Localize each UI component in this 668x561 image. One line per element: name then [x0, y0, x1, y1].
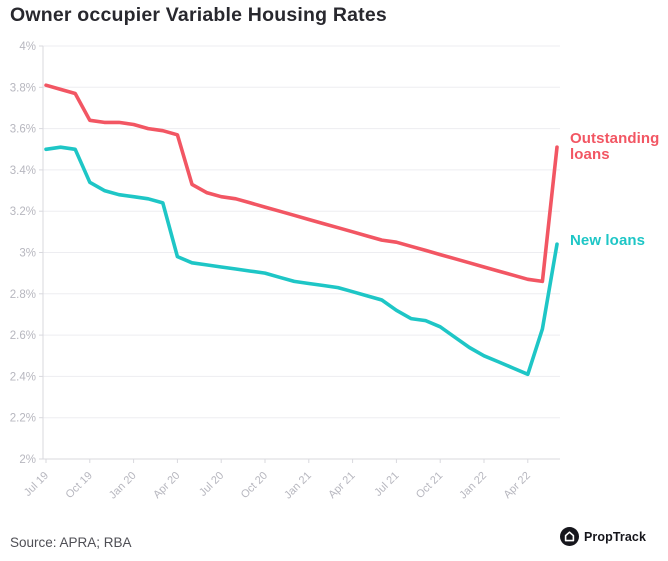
x-axis-label: Apr 20 — [151, 470, 182, 501]
x-axis-label: Jan 21 — [282, 470, 314, 502]
house-icon — [560, 527, 579, 546]
series-line-outstanding-loans — [44, 83, 559, 284]
series-line-new-loans — [44, 145, 559, 377]
x-axis-label: Jul 21 — [372, 470, 401, 499]
y-axis-label: 3.8% — [10, 82, 36, 94]
x-axis-label: Jul 20 — [197, 470, 226, 499]
x-axis-label: Oct 20 — [239, 470, 270, 501]
y-axis-label: 2.6% — [10, 330, 36, 342]
x-axis-label: Jan 22 — [457, 470, 489, 502]
y-axis-label: 3.6% — [10, 124, 36, 136]
chart-title: Owner occupier Variable Housing Rates — [10, 4, 387, 26]
y-axis-label: 2.8% — [10, 289, 36, 301]
x-axis-label: Oct 21 — [414, 470, 445, 501]
source-note: Source: APRA; RBA — [10, 535, 132, 550]
y-axis-label: 4% — [19, 41, 36, 53]
y-axis-label: 2.2% — [10, 413, 36, 425]
legend-new-loans: New loans — [570, 232, 646, 249]
x-axis-label: Jan 20 — [107, 470, 139, 502]
legend-outstanding-loans: Outstanding loans — [570, 130, 660, 163]
x-axis-label: Oct 19 — [64, 470, 95, 501]
proptrack-logo: PropTrack — [560, 527, 646, 546]
x-axis-label: Jul 19 — [22, 470, 51, 499]
x-axis-label: Apr 21 — [326, 470, 357, 501]
y-axis-label: 2.4% — [10, 371, 36, 383]
y-axis-label: 2% — [19, 454, 36, 466]
y-axis-label: 3% — [19, 248, 36, 260]
y-axis-label: 3.4% — [10, 165, 36, 177]
y-axis-label: 3.2% — [10, 206, 36, 218]
proptrack-wordmark: PropTrack — [584, 529, 647, 544]
x-axis-label: Apr 22 — [502, 470, 533, 501]
